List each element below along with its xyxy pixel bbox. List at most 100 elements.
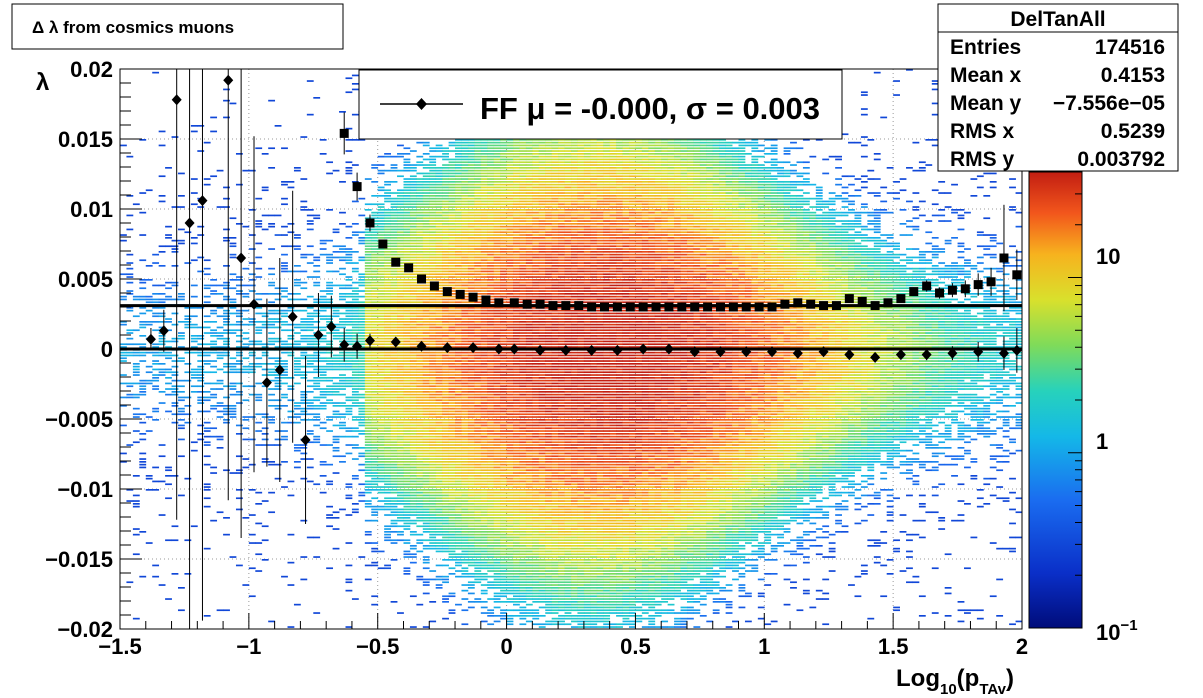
heatmap-cell bbox=[306, 276, 314, 278]
heatmap-cell bbox=[500, 421, 507, 424]
heatmap-cell bbox=[448, 550, 456, 553]
heatmap-cell bbox=[293, 603, 301, 606]
heatmap-cell bbox=[261, 346, 269, 348]
heatmap-cell bbox=[223, 407, 230, 410]
heatmap-cell bbox=[455, 416, 462, 418]
heatmap-cell bbox=[197, 433, 205, 435]
heatmap-cell bbox=[397, 197, 404, 200]
heatmap-cell bbox=[500, 511, 507, 514]
heatmap-cell bbox=[345, 127, 353, 130]
heatmap-cell bbox=[216, 206, 224, 208]
heatmap-cell bbox=[364, 309, 372, 312]
heatmap-cell bbox=[480, 293, 488, 295]
heatmap-cell bbox=[480, 223, 488, 225]
heatmap-cell bbox=[409, 220, 417, 222]
heatmap-cell bbox=[165, 287, 172, 290]
heatmap-cell bbox=[448, 203, 456, 206]
heatmap-cell bbox=[461, 203, 469, 206]
heatmap-cell bbox=[390, 396, 398, 399]
heatmap-cell bbox=[319, 405, 327, 407]
heatmap-cell bbox=[429, 536, 437, 539]
heatmap-cell bbox=[384, 200, 391, 203]
heatmap-cell bbox=[384, 438, 391, 441]
heatmap-cell bbox=[448, 164, 456, 166]
heatmap-cell bbox=[403, 452, 411, 455]
heatmap-cell bbox=[371, 433, 379, 435]
heatmap-cell bbox=[139, 360, 147, 362]
heatmap-cell bbox=[461, 575, 469, 578]
heatmap-cell bbox=[506, 309, 514, 312]
heatmap-cell bbox=[120, 234, 127, 236]
heatmap-cell bbox=[371, 489, 379, 491]
heatmap-cell bbox=[403, 209, 411, 211]
heatmap-cell bbox=[248, 542, 256, 544]
heatmap-cell bbox=[351, 315, 359, 318]
heatmap-cell bbox=[500, 528, 507, 530]
heatmap-cell bbox=[326, 256, 334, 259]
heatmap-cell bbox=[332, 455, 340, 458]
heatmap-cell bbox=[467, 377, 475, 379]
heatmap-cell bbox=[184, 231, 192, 234]
heatmap-cell bbox=[467, 472, 475, 474]
heatmap-cell bbox=[429, 391, 437, 393]
heatmap-cell bbox=[390, 435, 398, 438]
heatmap-cell bbox=[339, 248, 346, 250]
heatmap-cell bbox=[390, 287, 398, 290]
heatmap-cell bbox=[409, 234, 417, 236]
heatmap-cell bbox=[422, 365, 430, 368]
heatmap-cell bbox=[487, 533, 495, 536]
heatmap-cell bbox=[403, 421, 411, 424]
heatmap-cell bbox=[500, 273, 507, 276]
heatmap-cell bbox=[422, 321, 430, 323]
heatmap-cell bbox=[197, 150, 205, 152]
heatmap-cell bbox=[235, 360, 243, 362]
heatmap-cell bbox=[429, 245, 437, 248]
heatmap-cell bbox=[390, 209, 398, 211]
heatmap-cell bbox=[409, 178, 417, 180]
heatmap-cell bbox=[493, 542, 501, 544]
heatmap-cell bbox=[132, 500, 140, 502]
heatmap-cell bbox=[403, 396, 411, 399]
heatmap-cell bbox=[422, 545, 430, 547]
heatmap-cell bbox=[416, 189, 424, 192]
heatmap-cell bbox=[364, 396, 372, 399]
heatmap-cell bbox=[397, 368, 404, 371]
heatmap-cell bbox=[500, 533, 507, 536]
heatmap-cell bbox=[455, 343, 462, 346]
heatmap-cell bbox=[480, 153, 488, 155]
heatmap-cell bbox=[345, 323, 353, 326]
heatmap-cell bbox=[345, 399, 353, 402]
heatmap-cell bbox=[480, 158, 488, 161]
heatmap-cell bbox=[422, 284, 430, 287]
heatmap-cell bbox=[268, 620, 276, 623]
heatmap-cell bbox=[493, 508, 501, 511]
heatmap-cell bbox=[300, 270, 308, 273]
plot-area: −1.5 −1 −0.5 0 0.5 1 1.5 2−0.02−0.015−0.01−0.00… bbox=[45, 57, 1028, 659]
heatmap-cell bbox=[487, 220, 495, 222]
heatmap-cell bbox=[229, 407, 237, 410]
heatmap-cell bbox=[461, 363, 469, 365]
heatmap-cell bbox=[487, 503, 495, 505]
heatmap-cell bbox=[351, 83, 359, 85]
heatmap-cell bbox=[300, 329, 308, 332]
heatmap-cell bbox=[397, 539, 404, 542]
heatmap-cell bbox=[409, 483, 417, 486]
heatmap-cell bbox=[442, 519, 449, 522]
heatmap-cell bbox=[422, 256, 430, 259]
heatmap-cell bbox=[461, 195, 469, 197]
heatmap-cell bbox=[487, 234, 495, 236]
heatmap-cell bbox=[448, 514, 456, 516]
heatmap-cell bbox=[500, 486, 507, 488]
heatmap-cell bbox=[480, 430, 488, 432]
heatmap-cell bbox=[403, 379, 411, 382]
heatmap-cell bbox=[455, 374, 462, 376]
heatmap-cell bbox=[364, 290, 372, 292]
heatmap-cell bbox=[480, 217, 488, 220]
heatmap-cell bbox=[442, 351, 449, 354]
heatmap-cell bbox=[435, 223, 443, 225]
heatmap-cell bbox=[442, 267, 449, 270]
heatmap-cell bbox=[339, 427, 346, 430]
heatmap-cell bbox=[480, 211, 488, 214]
heatmap-cell bbox=[165, 354, 172, 357]
heatmap-cell bbox=[300, 374, 308, 376]
